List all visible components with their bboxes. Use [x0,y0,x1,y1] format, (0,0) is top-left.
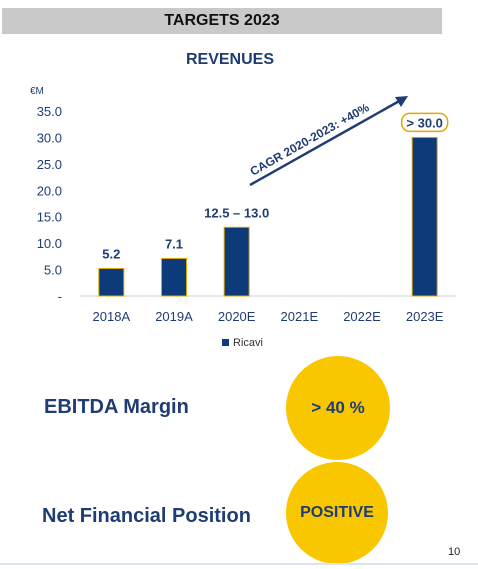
revenue-chart: €M - 5.0 10.0 15.0 20.0 25.0 30.0 35.0 2018A 5.2 20… [30,86,456,349]
net-financial-position-value: POSITIVE [300,504,374,521]
x-tick-label: 2021E [281,309,319,324]
x-tick-label: 2023E [406,309,444,324]
footer-line [0,563,478,565]
bar-2019A [161,257,187,297]
cagr-annotation: CAGR 2020-2023: +40% [248,100,372,179]
data-label: > 30.0 [406,115,443,130]
x-tick-label: 2019A [155,309,193,324]
legend-label: Ricavi [233,337,263,349]
net-financial-position-circle: POSITIVE [286,462,388,564]
ebitda-margin-circle: > 40 % [286,356,390,460]
header-bar: TARGETS 2023 [2,8,442,34]
bar-2018A [98,268,125,297]
y-tick-label: 20.0 [37,183,62,198]
x-tick-label: 2020E [218,309,256,324]
chart-title: REVENUES [185,51,275,68]
x-tick-label: 2022E [343,309,381,324]
y-tick-label: 5.0 [44,263,62,278]
y-tick-label: 10.0 [37,236,62,251]
net-financial-position-label: Net Financial Position [42,505,251,527]
bar-2023E [411,136,438,297]
legend-swatch [222,339,229,346]
y-tick-label: 30.0 [37,130,62,145]
y-axis-unit: €M [30,86,44,97]
y-tick-label: 35.0 [37,104,62,119]
y-tick-label: 25.0 [37,157,62,172]
cagr-arrow-head [395,96,408,107]
data-label-box [400,112,449,133]
page-number: 10 [448,546,461,558]
y-tick-label: 15.0 [37,210,62,225]
x-tick-label: 2018A [93,309,131,324]
y-tick-label: - [58,289,62,304]
ebitda-margin-label: EBITDA Margin [44,396,189,418]
slide-title: TARGETS 2023 [164,12,280,29]
data-label: 5.2 [102,247,120,262]
ebitda-margin-value: > 40 % [311,398,365,417]
cagr-arrow-line [249,98,403,187]
bar-2020E [223,226,250,297]
data-label: 7.1 [165,236,183,251]
data-label: 12.5 – 13.0 [204,205,269,220]
